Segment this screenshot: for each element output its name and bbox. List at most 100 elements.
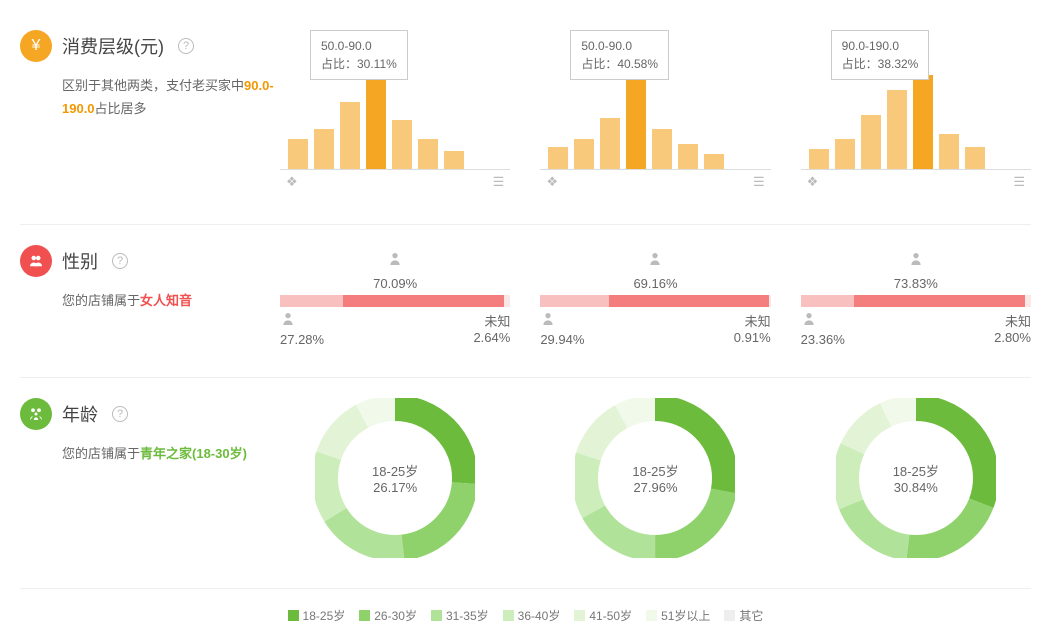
bar-chart: 90.0-190.0占比：38.32%❖☰ [801, 30, 1031, 194]
bar[interactable] [548, 147, 568, 169]
gender-section: 性别 ? 您的店铺属于女人知音 70.09%27.28%未知2.64%69.16… [20, 225, 1031, 378]
age-desc: 您的店铺属于青年之家(18-30岁) [20, 442, 280, 465]
coins-icon: ☰ [753, 174, 765, 190]
bar[interactable] [288, 139, 308, 169]
legend-label: 其它 [739, 607, 763, 624]
gender-bar[interactable] [801, 295, 1031, 307]
legend-swatch [646, 610, 657, 621]
axis-icons: ❖☰ [540, 170, 770, 194]
family-icon [20, 398, 52, 430]
age-desc-highlight: 青年之家(18-30岁) [140, 446, 247, 461]
bar[interactable] [574, 139, 594, 169]
legend-item[interactable]: 41-50岁 [574, 607, 632, 624]
bar[interactable] [366, 75, 386, 169]
bar[interactable] [965, 147, 985, 169]
donut-center: 18-25岁26.17% [315, 398, 475, 558]
bar[interactable] [913, 75, 933, 169]
gender-title-row: 性别 ? [20, 245, 280, 277]
age-section: 年龄 ? 您的店铺属于青年之家(18-30岁) 18-25岁26.17%18-2… [20, 378, 1031, 589]
male-percent: 23.36% [801, 332, 845, 347]
bar[interactable] [704, 154, 724, 169]
legend-item[interactable]: 18-25岁 [288, 607, 346, 624]
gender-title: 性别 [62, 248, 98, 274]
consumption-left: ¥ 消费层级(元) ? 区别于其他两类，支付老买家中90.0-190.0占比居多 [20, 30, 280, 194]
legend-label: 31-35岁 [446, 607, 489, 624]
bar[interactable] [626, 75, 646, 169]
legend-item[interactable]: 51岁以上 [646, 607, 710, 624]
gender-desc-highlight: 女人知音 [140, 293, 192, 308]
male-icon [280, 311, 324, 332]
legend-item[interactable]: 36-40岁 [503, 607, 561, 624]
consumption-title: 消费层级(元) [62, 33, 164, 59]
people-icon [20, 245, 52, 277]
donut[interactable]: 18-25岁30.84% [836, 398, 996, 558]
legend-item[interactable]: 26-30岁 [359, 607, 417, 624]
bars [540, 70, 770, 170]
bars [801, 70, 1031, 170]
donut-chart: 18-25岁27.96% [540, 398, 770, 558]
help-icon[interactable]: ? [112, 406, 128, 422]
coin-icon: ❖ [546, 174, 558, 190]
bar[interactable] [444, 151, 464, 169]
age-left: 年龄 ? 您的店铺属于青年之家(18-30岁) [20, 398, 280, 558]
donut-center: 18-25岁27.96% [575, 398, 735, 558]
axis-icons: ❖☰ [280, 170, 510, 194]
chart-tooltip: 50.0-90.0占比：40.58% [570, 30, 669, 80]
bar[interactable] [314, 129, 334, 169]
consumption-desc-suffix: 占比居多 [95, 101, 147, 116]
legend-item[interactable]: 其它 [724, 607, 763, 624]
unknown-percent: 2.80% [994, 330, 1031, 345]
bar[interactable] [861, 115, 881, 169]
gender-charts: 70.09%27.28%未知2.64%69.16%29.94%未知0.91%73… [280, 245, 1031, 347]
legend-label: 36-40岁 [518, 607, 561, 624]
legend-item[interactable]: 31-35岁 [431, 607, 489, 624]
help-icon[interactable]: ? [178, 38, 194, 54]
gender-bottom: 27.28%未知2.64% [280, 311, 510, 347]
female-segment [854, 295, 1024, 307]
male-icon [801, 311, 845, 332]
unknown-label: 未知 [473, 311, 510, 330]
unknown-segment [769, 295, 771, 307]
bar[interactable] [809, 149, 829, 169]
coin-icon: ❖ [807, 174, 819, 190]
consumption-desc: 区别于其他两类，支付老买家中90.0-190.0占比居多 [20, 74, 280, 121]
male-segment [801, 295, 855, 307]
legend-swatch [574, 610, 585, 621]
gender-left: 性别 ? 您的店铺属于女人知音 [20, 245, 280, 347]
male-segment [540, 295, 609, 307]
donut-center-percent: 30.84% [894, 480, 938, 495]
bar[interactable] [600, 118, 620, 169]
legend-swatch [724, 610, 735, 621]
donut[interactable]: 18-25岁26.17% [315, 398, 475, 558]
gender-bar[interactable] [540, 295, 770, 307]
legend-label: 18-25岁 [303, 607, 346, 624]
bar[interactable] [340, 102, 360, 169]
female-icon [801, 251, 1031, 272]
bar[interactable] [939, 134, 959, 169]
bar[interactable] [392, 120, 412, 170]
bars [280, 70, 510, 170]
consumption-section: ¥ 消费层级(元) ? 区别于其他两类，支付老买家中90.0-190.0占比居多… [20, 10, 1031, 225]
bar-chart: 50.0-90.0占比：40.58%❖☰ [540, 30, 770, 194]
donut[interactable]: 18-25岁27.96% [575, 398, 735, 558]
donut-center-label: 18-25岁 [372, 461, 418, 480]
coins-icon: ☰ [493, 174, 505, 190]
bar[interactable] [678, 144, 698, 169]
bar[interactable] [887, 90, 907, 169]
chart-tooltip: 50.0-90.0占比：30.11% [310, 30, 408, 80]
age-title-row: 年龄 ? [20, 398, 280, 430]
male-segment [280, 295, 343, 307]
bar[interactable] [652, 129, 672, 169]
donut-center-percent: 26.17% [373, 480, 417, 495]
help-icon[interactable]: ? [112, 253, 128, 269]
gender-bottom: 29.94%未知0.91% [540, 311, 770, 347]
gender-bottom: 23.36%未知2.80% [801, 311, 1031, 347]
gender-chart: 69.16%29.94%未知0.91% [540, 245, 770, 347]
gender-desc-prefix: 您的店铺属于 [62, 293, 140, 308]
bar[interactable] [835, 139, 855, 169]
donut-center-label: 18-25岁 [893, 461, 939, 480]
donut-chart: 18-25岁30.84% [801, 398, 1031, 558]
gender-bar[interactable] [280, 295, 510, 307]
donut-chart: 18-25岁26.17% [280, 398, 510, 558]
bar[interactable] [418, 139, 438, 169]
